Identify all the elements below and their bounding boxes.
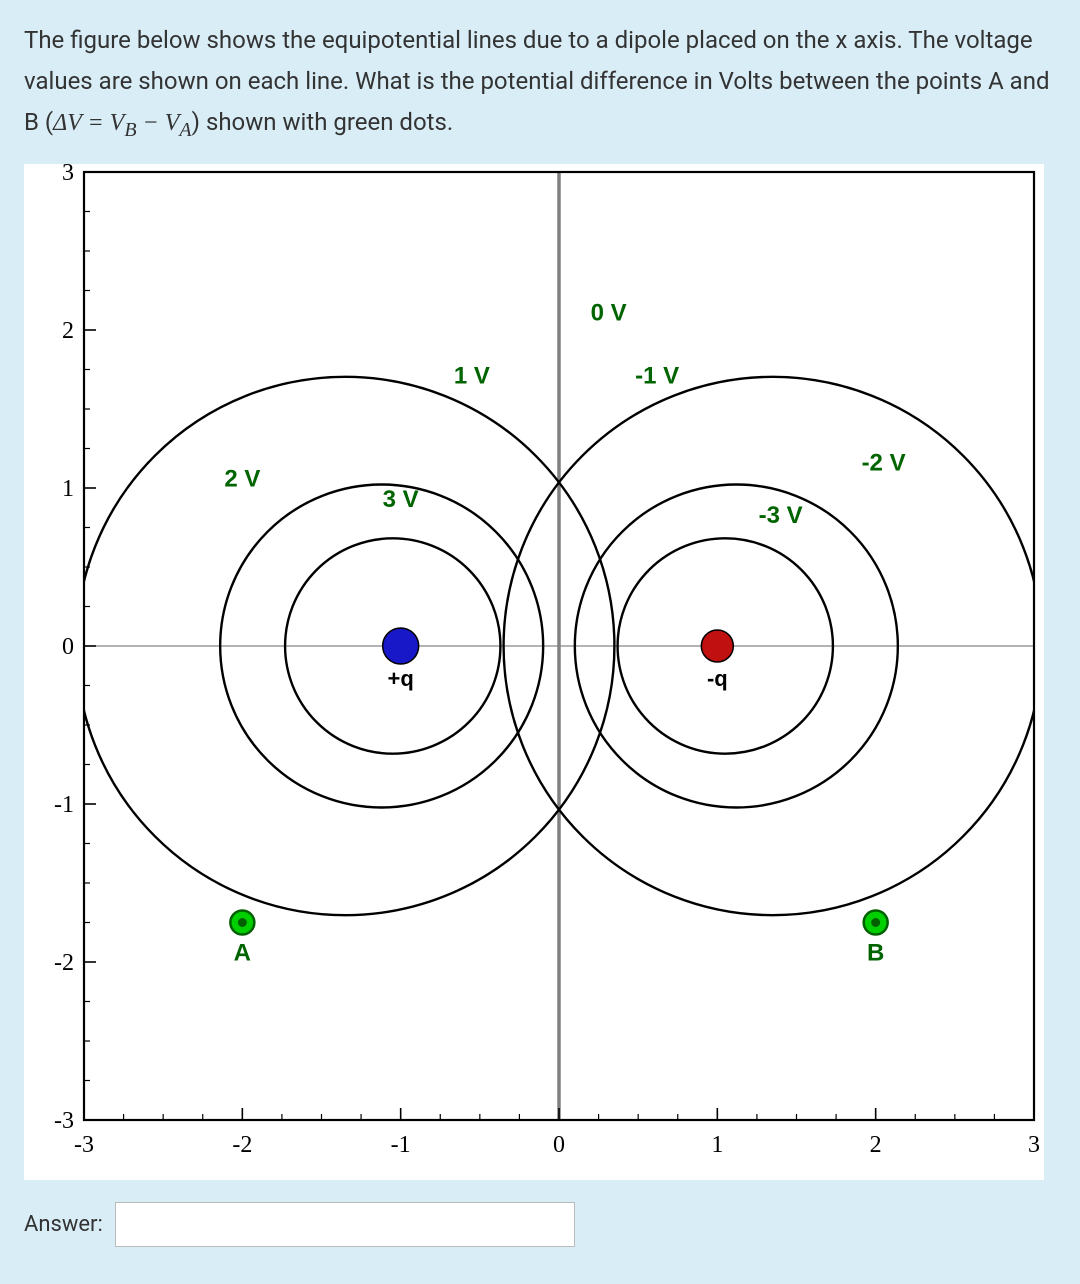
svg-text:1: 1	[62, 476, 74, 502]
svg-text:-1: -1	[54, 792, 74, 818]
equipotential-plot: 3 V 2 V 1 V -3 V -2 V -1 V 0 V +q -q A B -3 -2 -1 0 1 2 3…	[24, 164, 1044, 1180]
svg-text:-2: -2	[54, 950, 74, 976]
svg-text:-1 V: -1 V	[635, 363, 679, 390]
question-suffix: ) shown with green dots.	[192, 108, 454, 136]
question-card: The figure below shows the equipotential…	[0, 0, 1080, 1267]
svg-text:3: 3	[62, 164, 74, 186]
svg-text:-2: -2	[232, 1132, 252, 1158]
svg-text:-3: -3	[74, 1132, 94, 1158]
answer-label: Answer:	[24, 1212, 103, 1237]
svg-text:2: 2	[62, 318, 74, 344]
answer-input[interactable]	[115, 1202, 575, 1247]
svg-text:0: 0	[62, 634, 74, 660]
svg-text:-3: -3	[54, 1108, 74, 1134]
svg-text:+q: +q	[388, 666, 414, 691]
svg-text:1: 1	[711, 1132, 723, 1158]
question-math: ΔV = VB − VA	[53, 110, 192, 136]
plot-svg: 3 V 2 V 1 V -3 V -2 V -1 V 0 V +q -q A B -3 -2 -1 0 1 2 3…	[24, 164, 1044, 1180]
svg-text:3 V: 3 V	[383, 486, 419, 513]
svg-text:2: 2	[870, 1132, 882, 1158]
svg-text:1 V: 1 V	[454, 363, 490, 390]
svg-text:-q: -q	[707, 666, 728, 691]
svg-text:-2 V: -2 V	[862, 450, 906, 477]
svg-text:B: B	[867, 940, 884, 967]
svg-text:0: 0	[553, 1132, 565, 1158]
svg-text:2 V: 2 V	[224, 466, 260, 493]
answer-row: Answer:	[24, 1202, 1056, 1247]
question-text: The figure below shows the equipotential…	[24, 20, 1056, 146]
svg-text:-3 V: -3 V	[759, 502, 803, 529]
svg-text:-1: -1	[391, 1132, 411, 1158]
svg-text:A: A	[234, 940, 251, 967]
svg-text:3: 3	[1028, 1132, 1040, 1158]
svg-text:0 V: 0 V	[591, 300, 627, 327]
